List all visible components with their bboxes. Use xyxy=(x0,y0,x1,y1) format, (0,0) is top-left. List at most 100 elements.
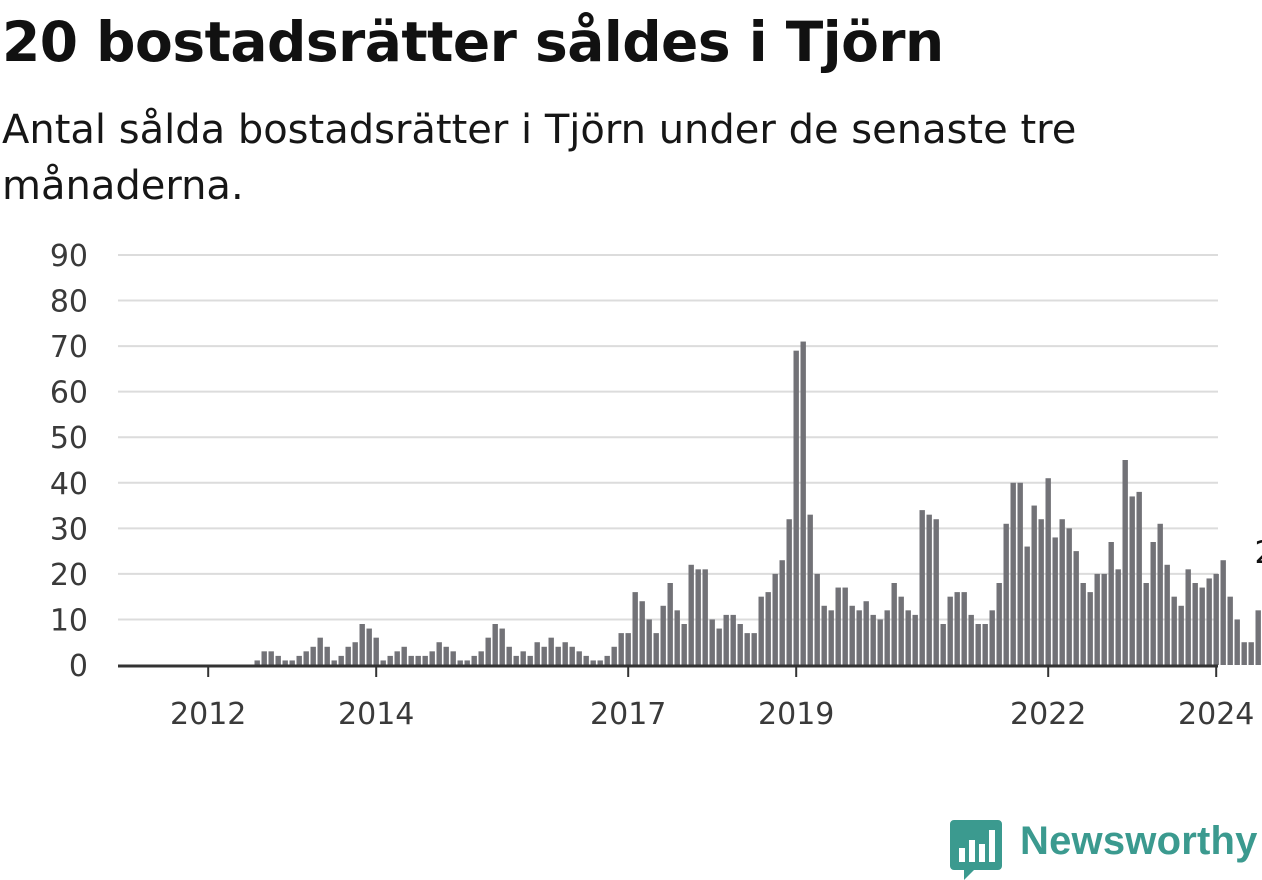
bar xyxy=(997,583,1002,665)
bar xyxy=(1214,574,1219,665)
bar xyxy=(1207,578,1212,665)
bar xyxy=(738,624,743,665)
y-tick-label: 80 xyxy=(50,285,88,320)
bar xyxy=(668,583,673,665)
bar xyxy=(990,610,995,665)
bar xyxy=(290,660,295,665)
bar xyxy=(857,610,862,665)
bar xyxy=(962,592,967,665)
bar xyxy=(647,619,652,665)
bar xyxy=(836,588,841,665)
bar xyxy=(507,647,512,665)
bar xyxy=(1221,560,1226,665)
bar xyxy=(724,615,729,665)
bar xyxy=(262,651,267,665)
bar xyxy=(318,638,323,665)
bar xyxy=(640,601,645,665)
bar xyxy=(360,624,365,665)
x-axis xyxy=(118,666,1218,677)
x-tick-label: 2012 xyxy=(170,697,246,730)
bar xyxy=(325,647,330,665)
bar xyxy=(339,656,344,665)
bar xyxy=(1186,569,1191,665)
bar xyxy=(871,615,876,665)
bar xyxy=(1004,524,1009,665)
bar xyxy=(1137,492,1142,665)
bar xyxy=(1116,569,1121,665)
bar xyxy=(395,651,400,665)
bar xyxy=(1025,547,1030,665)
bar xyxy=(542,647,547,665)
newsworthy-logo[interactable]: Newsworthy xyxy=(950,818,1255,874)
newsworthy-icon xyxy=(950,820,1002,880)
bar xyxy=(717,629,722,665)
bar xyxy=(1193,583,1198,665)
bar xyxy=(1235,619,1240,665)
bar xyxy=(297,656,302,665)
bar xyxy=(920,510,925,665)
bar xyxy=(549,638,554,665)
bar xyxy=(1130,496,1135,665)
bar xyxy=(703,569,708,665)
bar xyxy=(794,351,799,665)
bar xyxy=(654,633,659,665)
bar xyxy=(500,629,505,665)
bar xyxy=(1228,597,1233,665)
bar xyxy=(346,647,351,665)
bar xyxy=(1102,574,1107,665)
bar xyxy=(388,656,393,665)
bar xyxy=(1039,519,1044,665)
chart-title: 20 bostadsrätter såldes i Tjörn xyxy=(2,12,944,73)
bar xyxy=(815,574,820,665)
bar xyxy=(276,656,281,665)
bar xyxy=(1095,574,1100,665)
bar xyxy=(955,592,960,665)
bar xyxy=(787,519,792,665)
bar xyxy=(472,656,477,665)
bar xyxy=(710,619,715,665)
bar xyxy=(1179,606,1184,665)
bar xyxy=(332,660,337,665)
bar xyxy=(437,642,442,665)
bar xyxy=(927,515,932,665)
bar xyxy=(752,633,757,665)
bar xyxy=(283,660,288,665)
bar xyxy=(801,342,806,665)
bar xyxy=(381,660,386,665)
y-tick-label: 30 xyxy=(50,512,88,547)
bar xyxy=(731,615,736,665)
bar xyxy=(780,560,785,665)
bar xyxy=(556,647,561,665)
bar xyxy=(822,606,827,665)
bar xyxy=(661,606,666,665)
bar xyxy=(983,624,988,665)
x-tick-label: 2017 xyxy=(590,697,666,730)
x-tick-label: 2022 xyxy=(1010,697,1086,730)
bar xyxy=(605,656,610,665)
bar xyxy=(1151,542,1156,665)
bar xyxy=(675,610,680,665)
bar xyxy=(773,574,778,665)
bar xyxy=(577,651,582,665)
bar xyxy=(598,660,603,665)
bar xyxy=(1081,583,1086,665)
bar xyxy=(458,660,463,665)
bar xyxy=(1144,583,1149,665)
bar xyxy=(255,660,260,665)
annotations: 20 xyxy=(1254,535,1262,571)
bar xyxy=(892,583,897,665)
bar xyxy=(899,597,904,665)
bar xyxy=(864,601,869,665)
x-tick-label: 2024 xyxy=(1178,697,1254,730)
bar xyxy=(682,624,687,665)
bar xyxy=(409,656,414,665)
bar xyxy=(1165,565,1170,665)
bar xyxy=(1256,610,1261,665)
bar xyxy=(1053,537,1058,665)
bar xyxy=(829,610,834,665)
bar xyxy=(514,656,519,665)
y-tick-label: 50 xyxy=(50,421,88,456)
